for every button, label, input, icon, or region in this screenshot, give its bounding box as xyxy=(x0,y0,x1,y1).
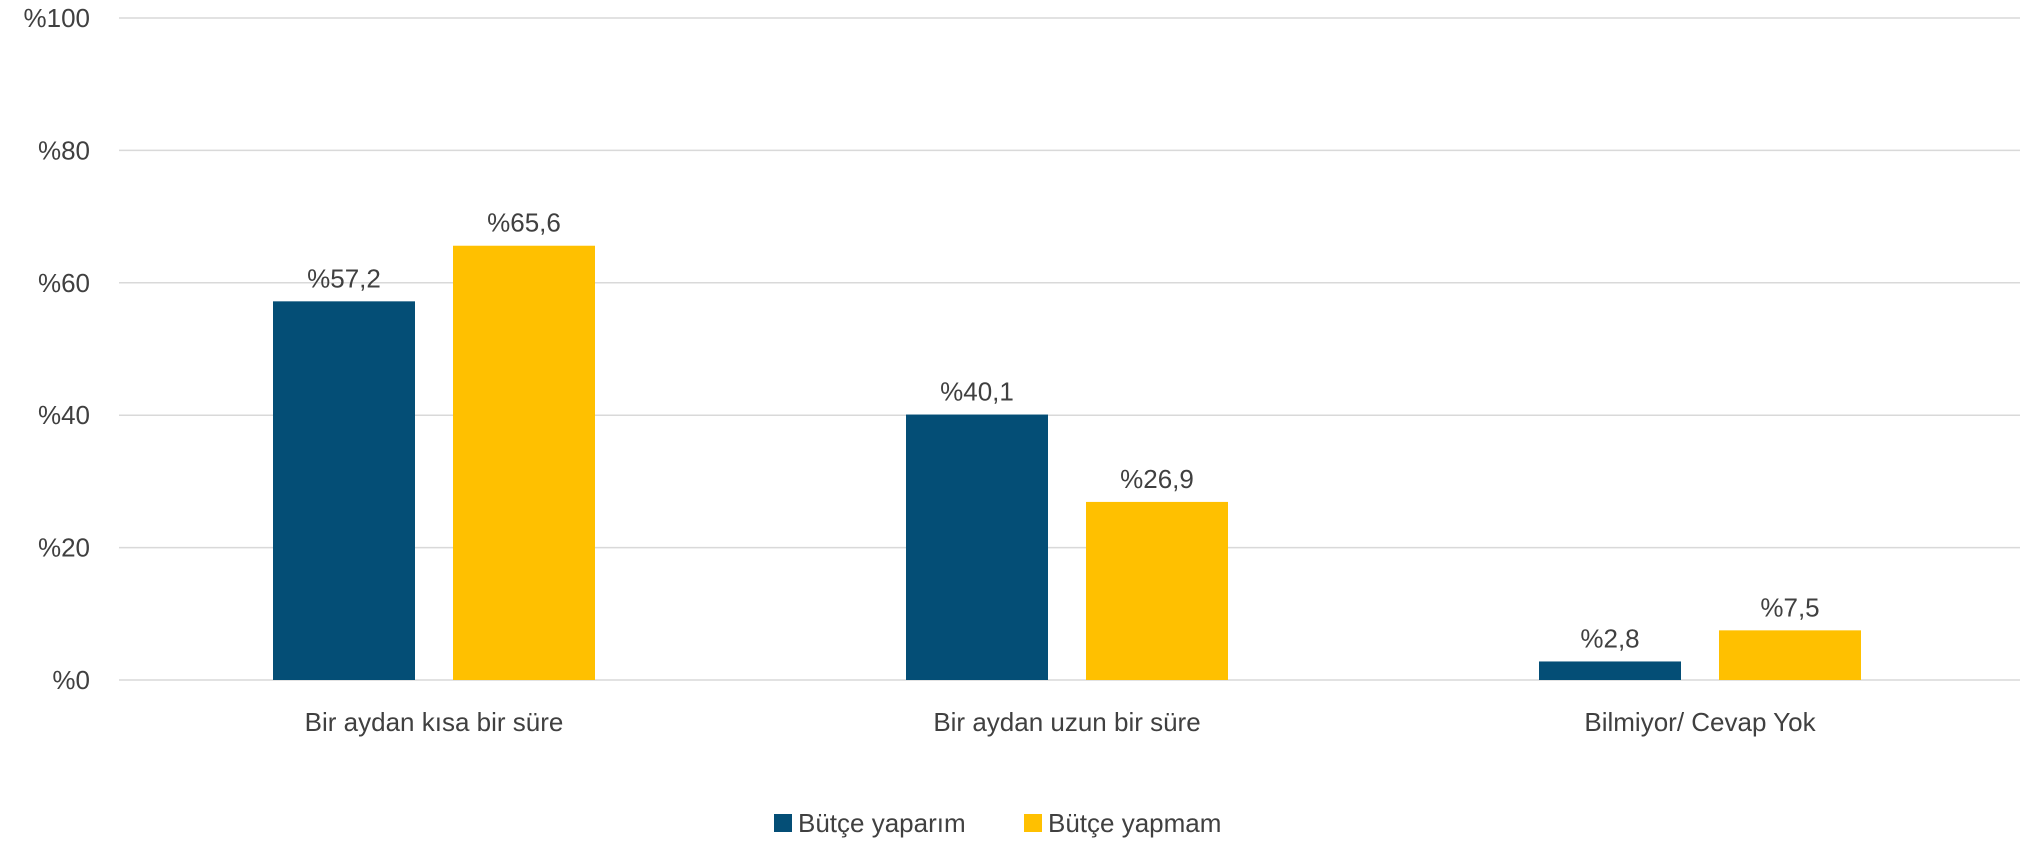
x-category-label: Bilmiyor/ Cevap Yok xyxy=(1584,707,1816,737)
legend-item-1: Bütçe yapmam xyxy=(1024,808,1221,838)
y-tick-label: %100 xyxy=(24,3,91,33)
legend-swatch xyxy=(1024,814,1042,832)
bar-series-1-category-0 xyxy=(453,245,595,680)
y-tick-label: %40 xyxy=(38,400,90,430)
data-label-series-0-category-2: %2,8 xyxy=(1580,623,1639,653)
y-tick-label: %60 xyxy=(38,268,90,298)
y-tick-label: %20 xyxy=(38,533,90,563)
bar-series-0-category-1 xyxy=(906,414,1048,680)
x-category-label: Bir aydan uzun bir süre xyxy=(933,707,1200,737)
y-tick-label: %0 xyxy=(52,665,90,695)
bars xyxy=(273,245,1861,680)
data-label-series-1-category-0: %65,6 xyxy=(487,208,561,238)
bar-series-1-category-1 xyxy=(1086,501,1228,680)
legend-swatch xyxy=(774,814,792,832)
data-label-series-0-category-0: %57,2 xyxy=(307,263,381,293)
x-axis-category-labels: Bir aydan kısa bir süre Bir aydan uzun bi… xyxy=(305,707,1817,737)
legend: Bütçe yaparım Bütçe yapmam xyxy=(774,808,1221,838)
data-labels: %57,2 %40,1 %2,8 %65,6 %26,9 %7,5 xyxy=(307,208,1820,654)
bar-series-0-category-2 xyxy=(1539,661,1681,680)
data-label-series-1-category-1: %26,9 xyxy=(1120,464,1194,494)
y-axis-tick-labels: %0 %20 %40 %60 %80 %100 xyxy=(24,3,91,695)
legend-label: Bütçe yapmam xyxy=(1048,808,1221,838)
data-label-series-0-category-1: %40,1 xyxy=(940,377,1014,407)
y-tick-label: %80 xyxy=(38,135,90,165)
x-category-label: Bir aydan kısa bir süre xyxy=(305,707,564,737)
bar-series-0-category-0 xyxy=(273,301,415,680)
legend-label: Bütçe yaparım xyxy=(798,808,966,838)
bar-series-1-category-2 xyxy=(1719,630,1861,680)
legend-item-0: Bütçe yaparım xyxy=(774,808,966,838)
data-label-series-1-category-2: %7,5 xyxy=(1760,592,1819,622)
gridlines xyxy=(119,17,2020,681)
